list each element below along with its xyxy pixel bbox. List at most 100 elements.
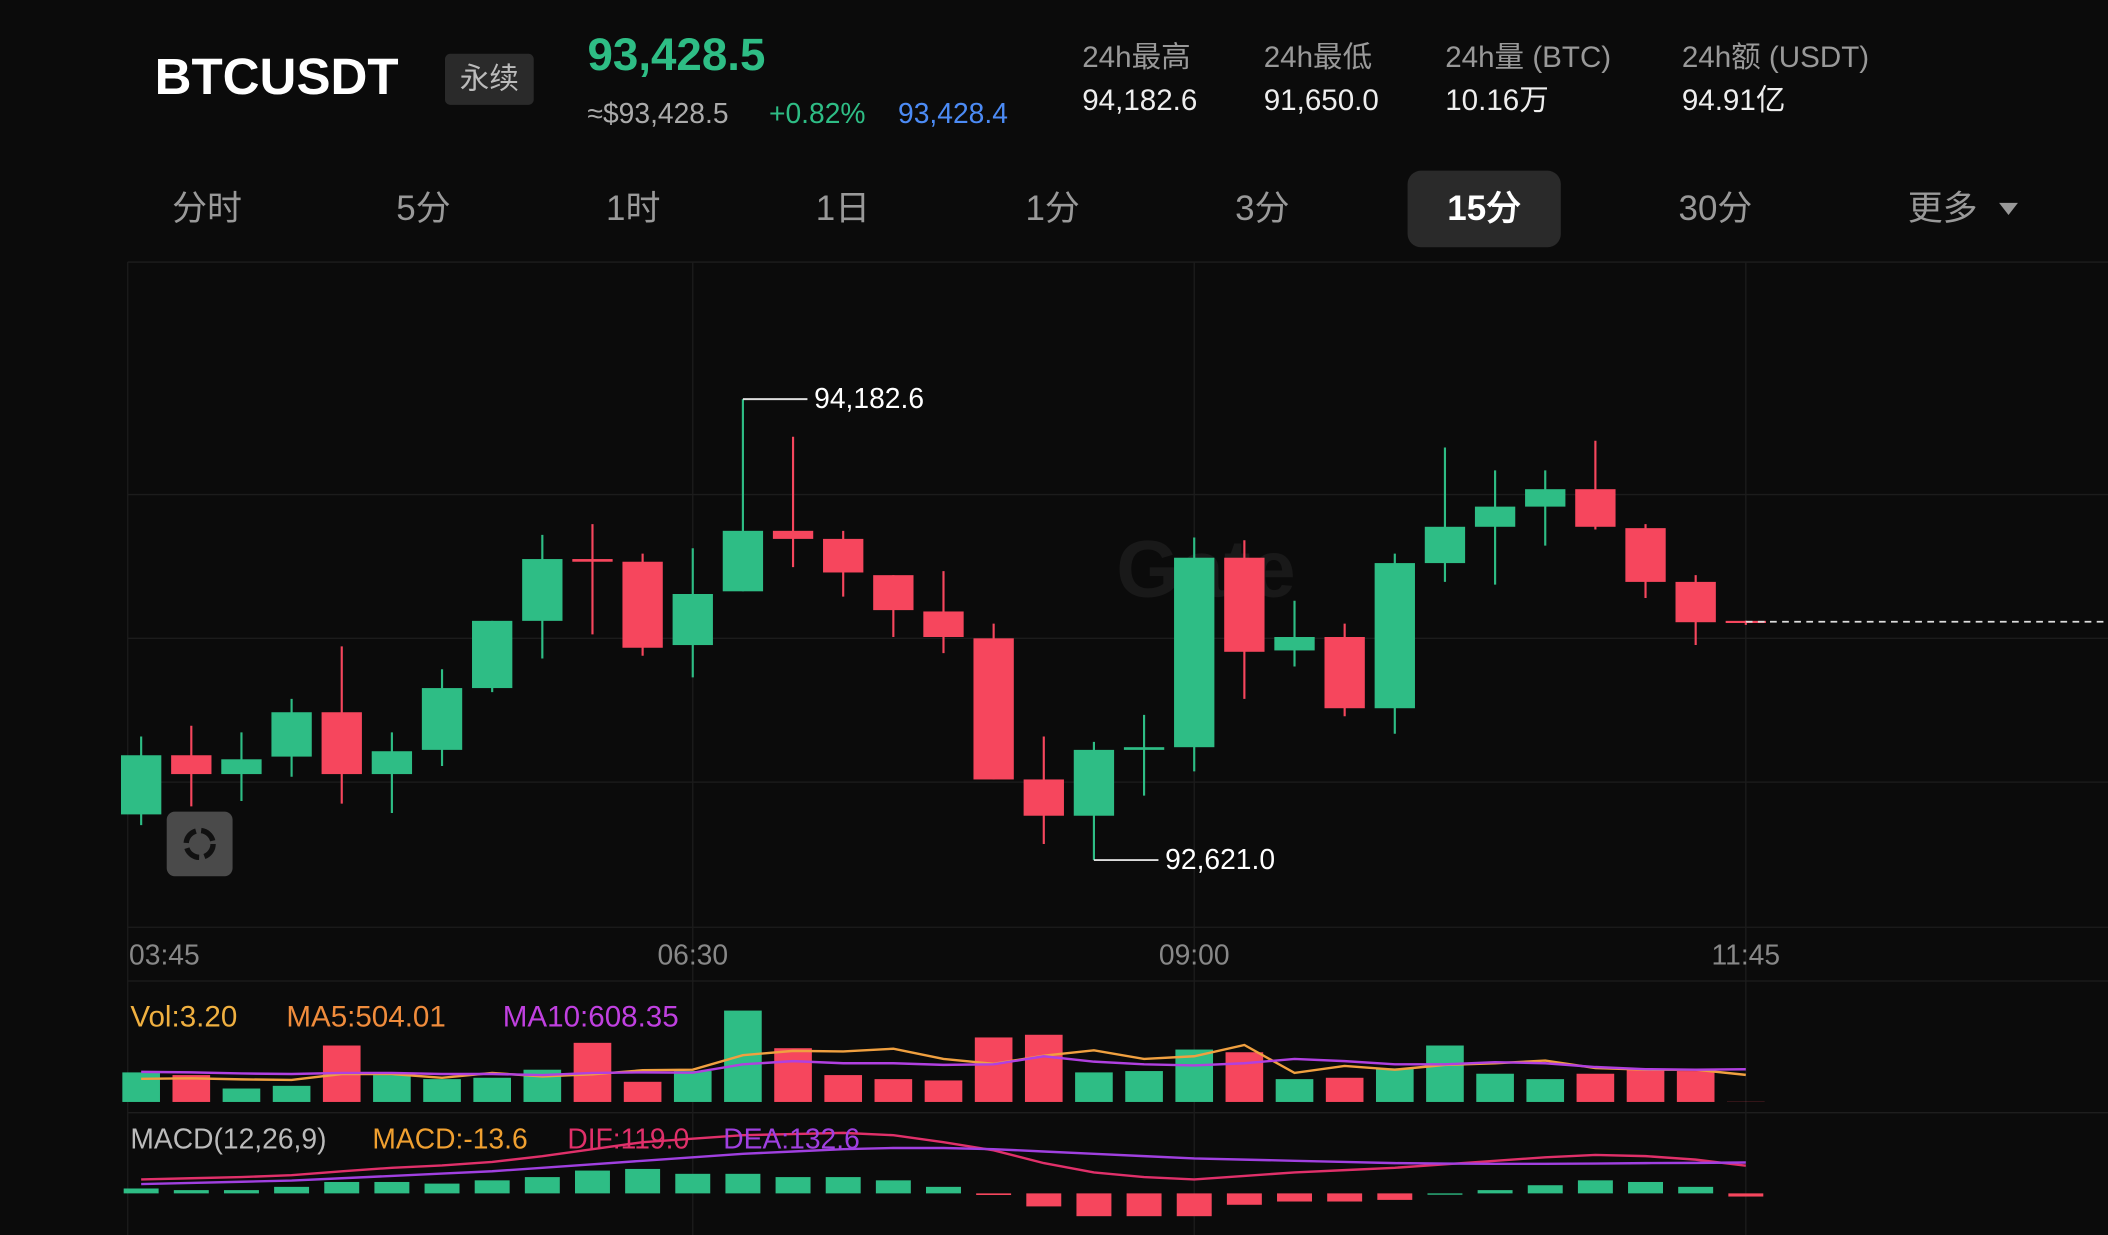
change: +0.82%: [769, 97, 866, 129]
candle-body: [572, 559, 613, 562]
volume-bar: [222, 1088, 261, 1102]
macd-bar: [1678, 1186, 1714, 1194]
volume-bar: [122, 1072, 160, 1102]
candle-body: [1675, 581, 1716, 623]
candle-body: [1575, 489, 1616, 527]
tab[interactable]: 15分: [1447, 189, 1521, 228]
volume-bar: [423, 1079, 461, 1102]
candle-body: [321, 712, 362, 775]
candle-body: [1174, 557, 1215, 748]
candle-body: [171, 755, 212, 775]
tab[interactable]: 更多: [1908, 189, 1978, 228]
volume-bar: [1225, 1052, 1264, 1102]
volume-bar: [824, 1075, 863, 1102]
macd-bar: [324, 1181, 360, 1194]
tab[interactable]: 1日: [816, 189, 870, 228]
reset-button[interactable]: [166, 811, 233, 877]
volume-bar: [673, 1071, 712, 1102]
tab[interactable]: 1时: [606, 189, 660, 228]
volume-bar: [373, 1075, 411, 1102]
badge: 永续: [460, 62, 519, 95]
tab[interactable]: 5分: [396, 189, 450, 228]
candle-body: [522, 559, 563, 621]
symbol: BTCUSDT: [155, 48, 399, 105]
macd-bar: [1477, 1190, 1513, 1194]
macd-bar: [223, 1190, 259, 1194]
tab[interactable]: 30分: [1679, 189, 1753, 228]
volume-bar: [1024, 1034, 1063, 1102]
macd-bar: [1277, 1193, 1312, 1202]
macd-bar: [1728, 1193, 1764, 1197]
high-label: 94,182.6: [814, 382, 924, 414]
candle-body: [772, 530, 814, 539]
volume-bar: [1325, 1077, 1364, 1102]
macd-indicator: DEA:132.6: [723, 1122, 860, 1154]
macd-bar: [1026, 1193, 1062, 1207]
volume-bar: [1676, 1071, 1715, 1102]
stat-value: 94,182.6: [1082, 84, 1197, 117]
usd-price: ≈$93,428.5: [587, 97, 728, 129]
candle-body: [672, 593, 713, 646]
volume-bar: [1275, 1079, 1314, 1102]
stat-label: 24h最高: [1082, 41, 1190, 74]
candle-body: [1073, 749, 1115, 816]
volume-bar: [974, 1037, 1013, 1102]
candle-body: [1224, 557, 1265, 652]
volume-bar: [774, 1048, 812, 1102]
candle-body: [1625, 528, 1666, 582]
candle-body: [371, 751, 413, 775]
badge-bg: [444, 53, 534, 105]
macd-bar: [1577, 1180, 1613, 1194]
stat-value: 94.91亿: [1682, 84, 1786, 117]
macd-bar: [274, 1186, 310, 1194]
macd-indicator: MACD:-13.6: [372, 1122, 527, 1154]
volume-bar: [1426, 1045, 1464, 1102]
macd-bar: [725, 1173, 761, 1194]
macd-bar: [1226, 1193, 1262, 1205]
macd-bar: [574, 1170, 610, 1194]
macd-bar: [374, 1181, 410, 1194]
low-label: 92,621.0: [1165, 843, 1275, 875]
candle-body: [973, 638, 1014, 780]
candle-body: [1424, 526, 1466, 564]
time-label: 09:00: [1159, 938, 1230, 970]
candle-body: [472, 620, 513, 689]
stat-value: 10.16万: [1445, 84, 1549, 117]
macd-bar: [524, 1177, 560, 1194]
tab[interactable]: 1分: [1025, 189, 1079, 228]
tab[interactable]: 3分: [1235, 189, 1289, 228]
macd-bar: [474, 1180, 510, 1194]
candle-body: [622, 561, 663, 648]
volume-bar: [1175, 1049, 1214, 1102]
candle-body: [1324, 637, 1365, 709]
volume-bar: [1125, 1071, 1163, 1102]
volume-bar: [623, 1081, 662, 1102]
dropdown-arrow: [1999, 202, 2018, 216]
macd-indicator: MACD(12,26,9): [130, 1122, 326, 1154]
candle-body: [1525, 489, 1566, 507]
tab[interactable]: 分时: [172, 189, 242, 228]
candle-body: [221, 759, 262, 775]
time-label: 03:45: [129, 938, 200, 970]
chart: 24h最高 94,182.6 24h最低 91,650.0 24h量 (BTC) 10.1…: [120, 41, 2108, 1235]
last-price: 93,428.5: [587, 29, 765, 80]
volume-bar: [874, 1079, 913, 1102]
stat-label: 24h额 (USDT): [1682, 41, 1869, 74]
macd-bar: [625, 1168, 661, 1194]
stat-value: 91,650.0: [1264, 84, 1379, 117]
volume-bar: [473, 1077, 512, 1102]
candle-body: [873, 575, 914, 611]
volume-indicator: MA10:608.35: [503, 1000, 679, 1033]
macd-bar: [825, 1177, 861, 1194]
volume-bar: [1526, 1079, 1565, 1102]
macd-bar: [123, 1188, 159, 1194]
macd-bar: [424, 1183, 460, 1194]
macd-indicator: DIF:119.0: [567, 1122, 689, 1154]
macd-bar: [1427, 1193, 1463, 1195]
reset-icon: [183, 827, 216, 861]
macd-bar: [775, 1177, 811, 1194]
macd-bar: [1628, 1181, 1664, 1194]
